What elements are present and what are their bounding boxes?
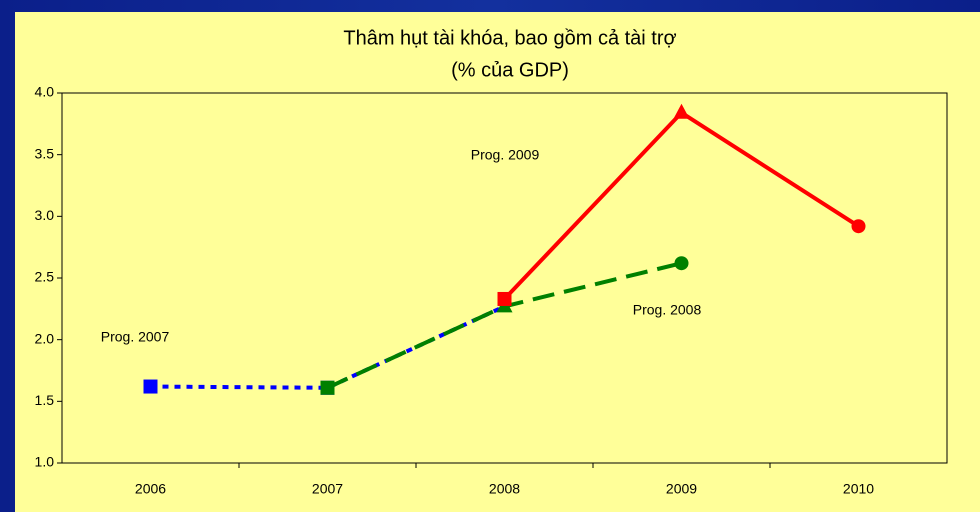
panel: [15, 12, 980, 512]
marker: [673, 103, 690, 119]
y-tick-label: 1.5: [35, 392, 55, 408]
series-label: Prog. 2009: [471, 147, 540, 163]
x-tick-label: 2010: [843, 481, 874, 497]
marker: [320, 380, 335, 395]
x-tick-label: 2006: [135, 481, 166, 497]
marker: [851, 219, 866, 234]
y-tick-label: 2.5: [35, 269, 55, 285]
series-label: Prog. 2008: [633, 302, 702, 318]
marker: [674, 256, 689, 271]
y-tick-label: 1.0: [35, 454, 55, 470]
series-label: Prog. 2007: [101, 329, 170, 345]
y-tick-label: 3.5: [35, 145, 55, 161]
x-tick-label: 2007: [312, 481, 343, 497]
marker: [143, 379, 158, 394]
x-tick-label: 2008: [489, 481, 520, 497]
chart-title: Thâm hụt tài khóa, bao gồm cả tài trợ: [343, 27, 676, 49]
y-tick-label: 3.0: [35, 207, 55, 223]
y-tick-label: 2.0: [35, 330, 55, 346]
x-tick-label: 2009: [666, 481, 697, 497]
y-tick-label: 4.0: [35, 84, 55, 100]
chart-subtitle: (% của GDP): [451, 59, 569, 81]
marker: [497, 291, 512, 306]
